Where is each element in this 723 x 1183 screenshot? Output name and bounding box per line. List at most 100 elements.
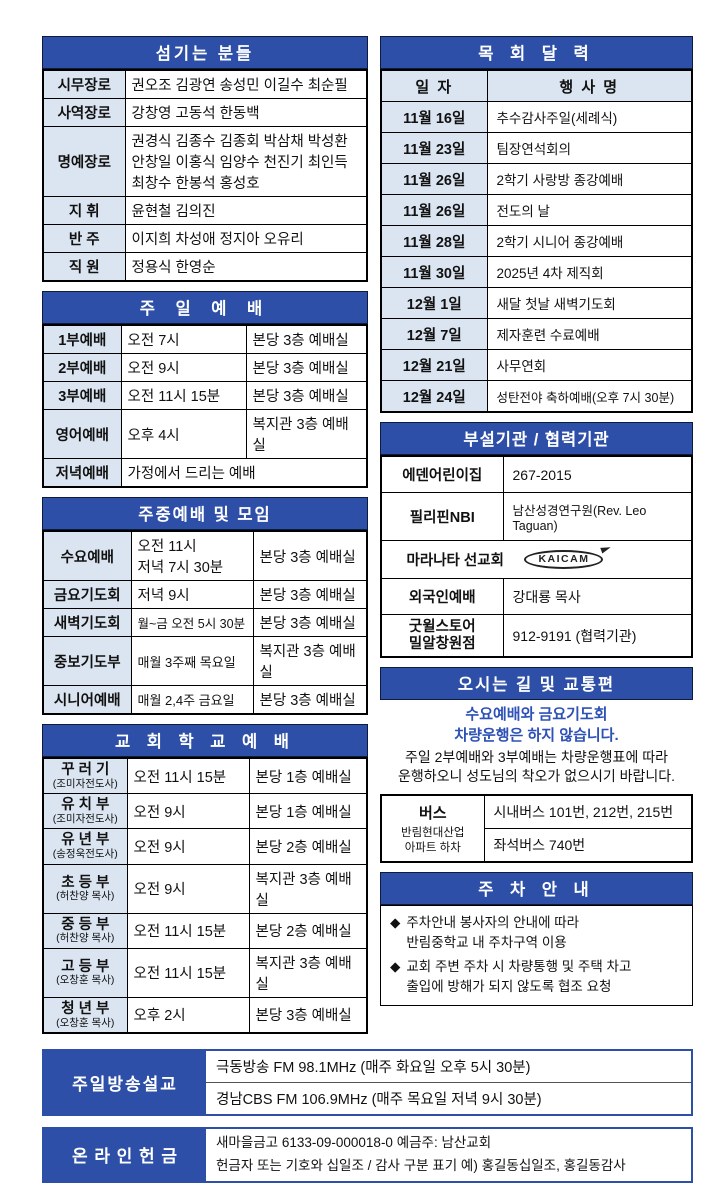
calendar-col-event: 행 사 명	[486, 69, 693, 102]
dept-label: 꾸 러 기	[61, 762, 110, 778]
left-column: 섬기는 분들 시무장로 권오조 김광연 송성민 이길수 최순필 사역장로 강창영…	[42, 36, 368, 1043]
parking-item: ◆ 교회 주변 주차 시 차량통행 및 주택 차고 출입에 방해가 되지 않도록…	[390, 957, 683, 996]
role-label: 명예장로	[42, 126, 126, 197]
dept-teacher: (조미자전도사)	[52, 812, 118, 825]
bus-line-city: 시내버스 101번, 212번, 215번	[483, 794, 693, 830]
table-row: 시무장로 권오조 김광연 송성민 이길수 최순필	[42, 69, 368, 99]
dept-time: 오전 9시	[126, 863, 250, 914]
section-title-organizations: 부설기관 / 협력기관	[380, 422, 693, 455]
service-place: 본당 3층 예배실	[245, 381, 368, 410]
calendar-date: 12월 1일	[380, 287, 488, 319]
meeting-time: 월~금 오전 5시 30분	[130, 608, 254, 637]
table-row: 지 휘 윤현철 김의진	[42, 196, 368, 225]
diamond-bullet-icon: ◆	[390, 959, 401, 975]
table-row: 유 년 부 (송정욱전도사) 오전 9시 본당 2층 예배실	[42, 828, 368, 865]
org-value: 남산성경연구원(Rev. Leo Taguan)	[502, 492, 693, 541]
meeting-label: 수요예배	[42, 530, 132, 581]
dept-time: 오전 11시 15분	[126, 912, 250, 949]
table-row: 수요예배 오전 11시 저녁 7시 30분 본당 3층 예배실	[42, 530, 368, 581]
directions-note-highlight: 수요예배와 금요기도회 차량운행은 하지 않습니다.	[454, 706, 619, 744]
dept-teacher: (오창훈 목사)	[56, 974, 115, 987]
directions-note: 수요예배와 금요기도회 차량운행은 하지 않습니다. 주일 2부예배와 3부예배…	[380, 705, 693, 787]
org-label: 마라나타 선교회	[406, 553, 504, 569]
service-time: 오전 11시 15분	[120, 381, 247, 410]
section-title-weekday: 주중예배 및 모임	[42, 497, 368, 530]
two-column-layout: 섬기는 분들 시무장로 권오조 김광연 송성민 이길수 최순필 사역장로 강창영…	[42, 36, 693, 1043]
weekday-worship-table: 수요예배 오전 11시 저녁 7시 30분 본당 3층 예배실 금요기도회 저녁…	[42, 530, 368, 715]
role-names: 강창영 고동석 한동백	[124, 98, 368, 127]
role-names: 권오조 김광연 송성민 이길수 최순필	[124, 69, 368, 99]
bus-row: 좌석버스 740번	[381, 828, 693, 863]
calendar-table: 일 자 행 사 명 11월 16일 추수감사주일(세례식) 11월 23일 팀장…	[380, 69, 693, 413]
org-value: 강대룡 목사	[502, 578, 693, 615]
org-value: 912-9191 (협력기관)	[502, 614, 693, 658]
role-names: 이지희 차성애 정지아 오유리	[124, 224, 368, 253]
kaicam-logo: KAICAM	[524, 544, 613, 569]
calendar-date: 12월 7일	[380, 318, 488, 350]
parking-item-text: 교회 주변 주차 시 차량통행 및 주택 차고 출입에 방해가 되지 않도록 협…	[406, 959, 632, 994]
calendar-date: 11월 30일	[380, 256, 488, 288]
dept-label: 초 등 부	[61, 874, 110, 891]
dept-place: 복지관 3층 예배실	[248, 947, 368, 998]
service-time: 오후 4시	[120, 409, 247, 459]
church-school-table: 꾸 러 기 (조미자전도사) 오전 11시 15분 본당 1층 예배실 유 치 부…	[42, 757, 368, 1035]
bus-label: 버스	[418, 805, 447, 823]
org-row: 굿윌스토어 밀알창원점 912-9191 (협력기관)	[380, 614, 693, 658]
table-row: 초 등 부 (허찬양 목사) 오전 9시 복지관 3층 예배실	[42, 863, 368, 914]
calendar-date: 11월 23일	[380, 132, 488, 164]
service-label: 3부예배	[42, 381, 122, 410]
role-names: 권경식 김종수 김종회 박삼채 박성환 안창일 이홍식 임양수 천진기 최인득 …	[124, 126, 368, 197]
service-time: 오전 7시	[120, 324, 247, 354]
bulletin-page: 섬기는 분들 시무장로 권오조 김광연 송성민 이길수 최순필 사역장로 강창영…	[42, 36, 693, 1183]
calendar-header-row: 일 자 행 사 명	[380, 69, 693, 102]
table-row: 1부예배 오전 7시 본당 3층 예배실	[42, 324, 368, 354]
dept-place: 본당 2층 예배실	[248, 828, 368, 865]
service-note: 가정에서 드리는 예배	[120, 458, 368, 488]
org-row: 외국인예배 강대룡 목사	[380, 578, 693, 615]
section-church-school: 교 회 학 교 예 배 꾸 러 기 (조미자전도사) 오전 11시 15분 본당 …	[42, 724, 368, 1035]
table-row: 청 년 부 (오창훈 목사) 오후 2시 본당 3층 예배실	[42, 996, 368, 1034]
table-row: 유 치 부 (조미자전도사) 오전 9시 본당 1층 예배실	[42, 793, 368, 830]
calendar-row: 12월 7일 제자훈련 수료예배	[380, 318, 693, 350]
bus-stop-cell: 버스 반림현대산업 아파트 하차	[380, 794, 485, 863]
dept-teacher: (허찬양 목사)	[56, 890, 115, 903]
online-offering-box: 온 라 인 헌 금 새마을금고 6133-09-000018-0 예금주: 남산…	[42, 1127, 693, 1183]
org-label: 에덴어린이집	[380, 455, 504, 493]
org-label: 외국인예배	[380, 578, 504, 615]
kaicam-logo-text: KAICAM	[538, 553, 590, 565]
organizations-table: 에덴어린이집 267-2015 필리핀NBI 남산성경연구원(Rev. Leo …	[380, 455, 693, 659]
broadcast-row: 극동방송 FM 98.1MHz (매주 화요일 오후 5시 30분)	[216, 1060, 531, 1077]
dept-label: 청 년 부	[61, 1000, 110, 1017]
org-label: 굿윌스토어 밀알창원점	[380, 614, 504, 658]
bus-line-seat: 좌석버스 740번	[483, 828, 693, 863]
dept-time: 오전 11시 15분	[126, 947, 250, 998]
calendar-row: 12월 1일 새달 첫날 새벽기도회	[380, 287, 693, 319]
section-sunday-worship: 주 일 예 배 1부예배 오전 7시 본당 3층 예배실 2부예배 오전 9시 …	[42, 291, 368, 488]
service-label: 1부예배	[42, 324, 122, 354]
dept-place: 본당 1층 예배실	[248, 757, 368, 795]
table-row: 명예장로 권경식 김종수 김종회 박삼채 박성환 안창일 이홍식 임양수 천진기…	[42, 126, 368, 197]
section-weekday-worship: 주중예배 및 모임 수요예배 오전 11시 저녁 7시 30분 본당 3층 예배…	[42, 497, 368, 715]
table-row: 반 주 이지희 차성애 정지아 오유리	[42, 224, 368, 253]
offering-line-account: 새마을금고 6133-09-000018-0 예금주: 남산교회	[216, 1135, 492, 1151]
meeting-time: 매월 2,4주 금요일	[130, 685, 254, 715]
dept-time: 오전 11시 15분	[126, 757, 250, 795]
serving-table: 시무장로 권오조 김광연 송성민 이길수 최순필 사역장로 강창영 고동석 한동…	[42, 69, 368, 282]
table-row: 금요기도회 저녁 9시 본당 3층 예배실	[42, 580, 368, 609]
table-row: 사역장로 강창영 고동석 한동백	[42, 98, 368, 127]
directions-note-body: 주일 2부예배와 3부예배는 차량운행표에 따라 운행하오니 성도님의 착오가 …	[397, 748, 676, 785]
broadcast-label: 주일방송설교	[44, 1051, 206, 1115]
dept-time: 오후 2시	[126, 996, 250, 1034]
calendar-event: 2025년 4차 제직회	[486, 256, 693, 288]
bus-stop-name: 반림현대산업 아파트 하차	[401, 827, 465, 854]
meeting-label: 시니어예배	[42, 685, 132, 715]
dept-place: 본당 1층 예배실	[248, 793, 368, 830]
role-label: 지 휘	[42, 196, 126, 225]
meeting-place: 본당 3층 예배실	[252, 530, 368, 581]
role-label: 직 원	[42, 252, 126, 282]
broadcast-content: 극동방송 FM 98.1MHz (매주 화요일 오후 5시 30분) 경남CBS…	[206, 1051, 691, 1114]
dept-place: 복지관 3층 예배실	[248, 863, 368, 914]
offering-line-instruction: 헌금자 또는 기호와 십일조 / 감사 구분 표기 예) 홍길동십일조, 홍길동…	[216, 1158, 626, 1174]
calendar-event: 전도의 날	[486, 194, 693, 226]
calendar-date: 11월 26일	[380, 163, 488, 195]
